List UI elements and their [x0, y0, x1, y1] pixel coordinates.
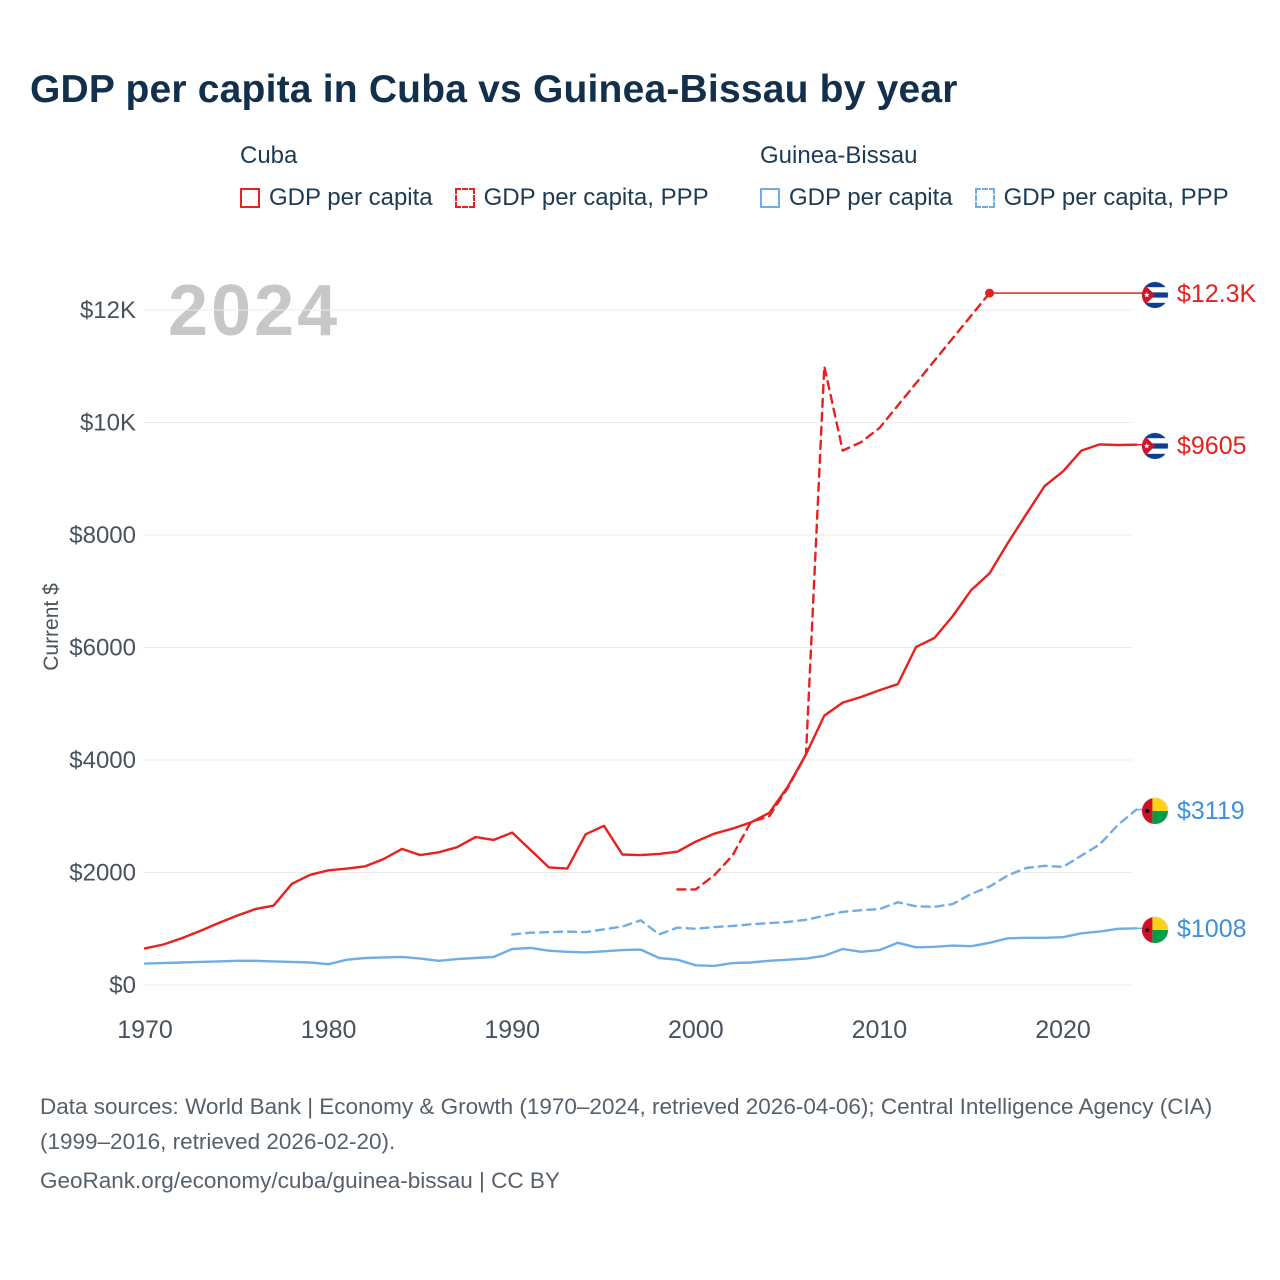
- svg-text:$8000: $8000: [69, 522, 136, 549]
- legend-swatch-blue-solid-icon: [760, 188, 780, 208]
- end-value: $12.3K: [1177, 280, 1257, 309]
- attribution-link: GeoRank.org/economy/cuba/guinea-bissau |…: [40, 1167, 560, 1193]
- legend-item-guinea-bissau-gdp[interactable]: GDP per capita: [760, 184, 953, 212]
- svg-text:1980: 1980: [301, 1016, 357, 1044]
- guinea-bissau-flag-icon: [1142, 798, 1168, 825]
- end-value: $1008: [1177, 915, 1247, 944]
- data-sources-text: Data sources: World Bank | Economy & Gro…: [40, 1094, 1213, 1154]
- cuba-flag-icon: [1142, 281, 1168, 308]
- gdp-line-chart: $0 $2000 $4000 $6000 $8000 $10K $12K 1970 1980 19…: [69, 288, 1143, 1044]
- svg-text:2010: 2010: [852, 1016, 908, 1044]
- legend-swatch-blue-dashed-icon: [974, 188, 995, 208]
- end-value: $3119: [1177, 796, 1245, 825]
- data-sources: Data sources: World Bank | Economy & Gro…: [40, 1090, 1230, 1199]
- svg-text:$10K: $10K: [80, 410, 136, 437]
- end-label-guinea-bissau-gdp: $1008: [1142, 915, 1247, 944]
- legend-item-cuba-gdp[interactable]: GDP per capita: [240, 184, 433, 212]
- svg-text:1990: 1990: [484, 1016, 540, 1044]
- end-label-guinea-bissau-ppp: $3119: [1142, 797, 1245, 826]
- svg-text:1970: 1970: [117, 1016, 173, 1044]
- legend-swatch-red-solid-icon: [240, 188, 260, 208]
- end-label-cuba-gdp: $9605: [1142, 432, 1247, 461]
- legend-group-cuba: Cuba GDP per capita GDP per capita, PPP: [240, 142, 709, 212]
- svg-text:$2000: $2000: [69, 860, 136, 887]
- legend-group-title-guinea-bissau: Guinea-Bissau: [760, 142, 918, 169]
- page-title: GDP per capita in Cuba vs Guinea-Bissau …: [30, 68, 958, 111]
- legend-label: GDP per capita: [269, 184, 433, 211]
- legend-label: GDP per capita, PPP: [1003, 184, 1229, 211]
- svg-text:$0: $0: [109, 972, 136, 999]
- svg-text:$4000: $4000: [69, 747, 136, 774]
- watermark-year: 2024: [168, 271, 341, 351]
- legend-swatch-red-dashed-icon: [454, 188, 475, 208]
- legend-group-guinea-bissau: Guinea-Bissau GDP per capita GDP per cap…: [760, 142, 1229, 212]
- svg-text:2000: 2000: [668, 1016, 724, 1044]
- end-label-cuba-ppp: $12.3K: [1142, 280, 1256, 309]
- svg-text:2020: 2020: [1035, 1016, 1091, 1044]
- legend-label: GDP per capita: [789, 184, 953, 211]
- guinea-bissau-flag-icon: [1142, 916, 1168, 943]
- svg-text:$12K: $12K: [80, 297, 136, 324]
- legend-label: GDP per capita, PPP: [483, 184, 709, 211]
- end-value: $9605: [1177, 431, 1247, 460]
- legend-item-cuba-gdp-ppp[interactable]: GDP per capita, PPP: [454, 184, 709, 212]
- svg-text:$6000: $6000: [69, 635, 136, 662]
- cuba-flag-icon: [1142, 433, 1168, 460]
- legend-group-title-cuba: Cuba: [240, 142, 298, 169]
- legend-item-guinea-bissau-gdp-ppp[interactable]: GDP per capita, PPP: [974, 184, 1229, 212]
